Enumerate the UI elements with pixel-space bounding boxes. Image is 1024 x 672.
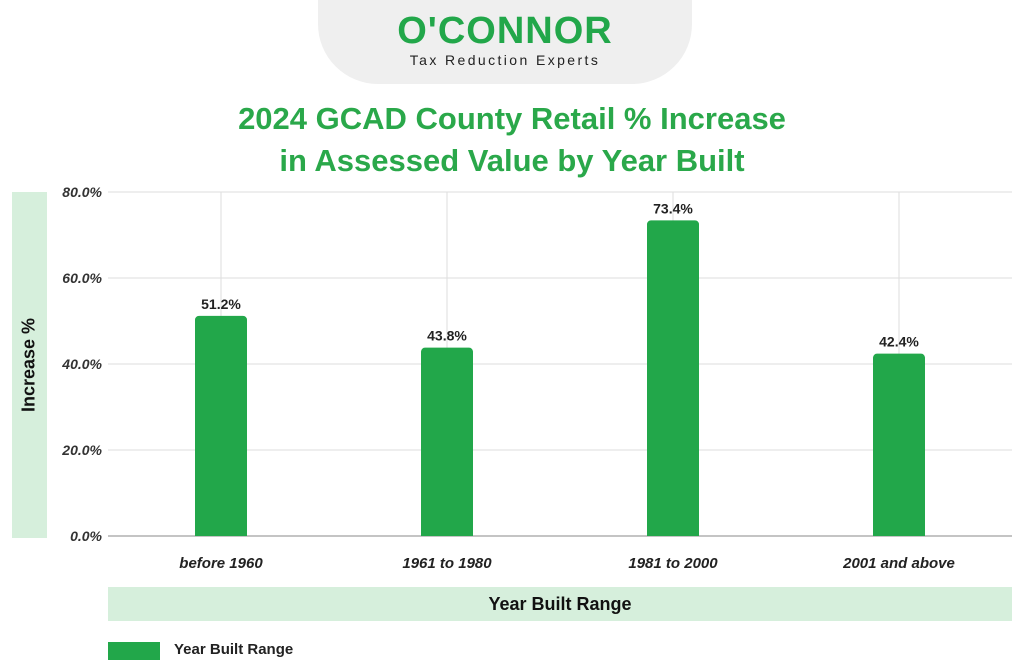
bar-base [873, 530, 925, 536]
y-tick-label: 0.0% [70, 528, 102, 544]
logo-tagline: Tax Reduction Experts [409, 52, 601, 68]
legend-swatch [108, 642, 160, 660]
bar [647, 220, 699, 536]
data-label: 42.4% [879, 334, 919, 350]
y-tick-label: 80.0% [62, 184, 102, 200]
x-tick-label: before 1960 [179, 555, 263, 572]
chart-title: 2024 GCAD County Retail % Increase in As… [0, 98, 1024, 182]
logo: O'CONNOR [397, 10, 613, 52]
bar [873, 353, 925, 536]
data-label: 43.8% [427, 328, 467, 344]
bar [421, 347, 473, 536]
bar-base [647, 530, 699, 536]
x-tick-label: 1981 to 2000 [628, 555, 718, 572]
y-tick-label: 40.0% [61, 356, 102, 372]
bar-base [195, 530, 247, 536]
chart-title-line-2: in Assessed Value by Year Built [279, 143, 745, 178]
logo-tab: O'CONNOR Tax Reduction Experts [318, 0, 692, 84]
bar [195, 315, 247, 536]
data-label: 51.2% [201, 296, 241, 312]
x-tick-label: 2001 and above [842, 555, 955, 572]
x-tick-label: 1961 to 1980 [402, 555, 492, 572]
y-tick-label: 20.0% [61, 442, 102, 458]
y-tick-label: 60.0% [62, 270, 102, 286]
y-axis-label-band [12, 192, 47, 538]
chart-title-line-1: 2024 GCAD County Retail % Increase [238, 101, 786, 136]
bar-base [421, 530, 473, 536]
x-axis-label: Year Built Range [108, 587, 1012, 621]
legend-label: Year Built Range [174, 641, 294, 658]
data-label: 73.4% [653, 200, 693, 216]
